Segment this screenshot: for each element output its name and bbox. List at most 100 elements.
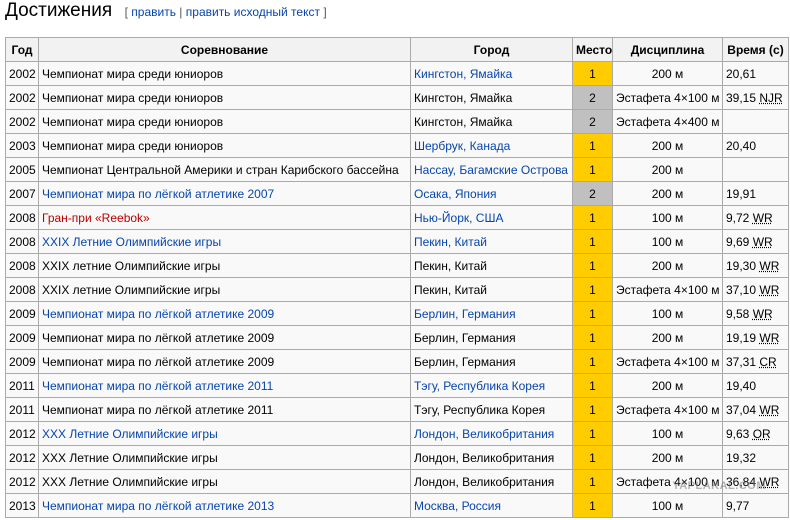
column-header: Соревнование [38,37,411,62]
record-mark: WR [759,474,780,489]
time-cell [722,157,789,182]
column-header: Город [410,37,573,62]
city-name[interactable]: Осака, Япония [414,186,497,201]
year-cell: 2003 [5,133,39,158]
event-cell: Чемпионат мира по лёгкой атлетике 2011 [38,373,411,398]
event-name[interactable]: Чемпионат мира по лёгкой атлетике 2009 [42,306,275,321]
city-name[interactable]: Нассау, Багамские Острова [414,162,568,177]
city-cell: Нью-Йорк, США [410,205,573,230]
table-row: 2005 Чемпионат Центральной Америки и стра… [5,157,789,182]
table-row: 2009 Чемпионат мира по лёгкой атлетике 20… [5,325,789,350]
table-row: 2003 Чемпионат мира среди юниоров Шербрук,… [5,133,789,158]
event-cell: Чемпионат мира среди юниоров [38,85,411,110]
table-row: 2012 XXX Летние Олимпийские игры Лондон, В… [5,421,789,446]
time-value: 20,61 [726,66,757,81]
time-value: 19,91 [726,186,757,201]
discipline-cell: 100 м [612,229,723,254]
event-name[interactable]: Гран-при «Reebok» [42,210,150,225]
year-cell: 2008 [5,277,39,302]
edit-source-link[interactable]: править исходный текст [185,5,320,19]
place-cell: 1 [572,445,613,470]
time-value: 39,15 [726,90,757,105]
city-name[interactable]: Нью-Йорк, США [414,210,504,225]
city-name[interactable]: Шербрук, Канада [414,138,511,153]
year-cell: 2011 [5,397,39,422]
watermark: YAPLAKAL.COM [672,480,766,492]
record-mark: WR [759,330,780,345]
city-name[interactable]: Берлин, Германия [414,306,516,321]
table-row: 2011 Чемпионат мира по лёгкой атлетике 20… [5,373,789,398]
record-mark: OR [752,426,771,441]
city-name[interactable]: Тэгу, Республика Корея [414,378,546,393]
time-cell: 9,63 OR [722,421,789,446]
section-title: Достижения [5,0,113,21]
place-cell: 1 [572,349,613,374]
year-cell: 2009 [5,301,39,326]
discipline-cell: 100 м [612,301,723,326]
edit-links: [ править | править исходный текст ] [125,5,327,19]
city-name[interactable]: Лондон, Великобритания [414,426,555,441]
place-cell: 1 [572,397,613,422]
city-cell: Пекин, Китай [410,277,573,302]
year-cell: 2002 [5,85,39,110]
year-cell: 2011 [5,373,39,398]
place-cell: 1 [572,229,613,254]
event-name[interactable]: Чемпионат мира по лёгкой атлетике 2007 [42,186,275,201]
year-cell: 2002 [5,61,39,86]
time-value: 9,58 [726,306,750,321]
discipline-cell: 100 м [612,493,723,518]
edit-link[interactable]: править [131,5,176,19]
event-name[interactable]: XXIX Летние Олимпийские игры [42,234,222,249]
event-name: Чемпионат мира среди юниоров [42,90,224,105]
time-cell: 37,10 WR [722,277,789,302]
year-cell: 2008 [5,253,39,278]
event-name[interactable]: XXX Летние Олимпийские игры [42,426,218,441]
time-value: 36,84 [726,474,757,489]
event-name: Чемпионат мира среди юниоров [42,66,224,81]
record-mark: WR [752,234,773,249]
table-row: 2013 Чемпионат мира по лёгкой атлетике 20… [5,493,789,518]
event-name: XXX Летние Олимпийские игры [42,450,218,465]
record-mark: NJR [759,90,783,105]
event-cell: Чемпионат мира среди юниоров [38,109,411,134]
event-cell: XXX Летние Олимпийские игры [38,445,411,470]
time-value: 19,30 [726,258,757,273]
city-name[interactable]: Кингстон, Ямайка [414,66,513,81]
results-table: Год Соревнование Город Место Дисциплина Время… [5,37,789,518]
year-cell: 2005 [5,157,39,182]
event-cell: XXIX летние Олимпийские игры [38,253,411,278]
table-row: 2011 Чемпионат мира по лёгкой атлетике 20… [5,397,789,422]
table-row: 2007 Чемпионат мира по лёгкой атлетике 20… [5,181,789,206]
event-name: XXIX летние Олимпийские игры [42,282,221,297]
discipline-cell: Эстафета 4×100 м [612,85,723,110]
record-mark: WR [759,258,780,273]
header-row: Год Соревнование Город Место Дисциплина Время… [5,37,789,62]
time-value: 9,63 [726,426,750,441]
city-name[interactable]: Москва, Россия [414,498,501,513]
table-row: 2002 Чемпионат мира среди юниоров Кингстон… [5,85,789,110]
city-cell: Нассау, Багамские Острова [410,157,573,182]
time-cell: 9,69 WR [722,229,789,254]
time-value: 20,40 [726,138,757,153]
time-value: 19,32 [726,450,757,465]
city-name: Берлин, Германия [414,330,516,345]
discipline-cell: 200 м [612,253,723,278]
table-row: 2009 Чемпионат мира по лёгкой атлетике 20… [5,349,789,374]
event-cell: Гран-при «Reebok» [38,205,411,230]
event-name[interactable]: Чемпионат мира по лёгкой атлетике 2011 [42,378,274,393]
time-cell: 19,91 [722,181,789,206]
city-cell: Осака, Япония [410,181,573,206]
city-cell: Берлин, Германия [410,325,573,350]
time-value: 37,31 [726,354,757,369]
year-cell: 2012 [5,469,39,494]
place-cell: 2 [572,109,613,134]
event-cell: XXIX летние Олимпийские игры [38,277,411,302]
place-cell: 1 [572,373,613,398]
table-row: 2012 XXX Летние Олимпийские игры Лондон, В… [5,469,789,494]
event-name[interactable]: Чемпионат мира по лёгкой атлетике 2013 [42,498,275,513]
city-name[interactable]: Пекин, Китай [414,234,487,249]
discipline-cell: Эстафета 4×100 м [612,277,723,302]
event-name: XXX Летние Олимпийские игры [42,474,218,489]
table-row: 2008 XXIX летние Олимпийские игры Пекин, К… [5,253,789,278]
year-cell: 2012 [5,421,39,446]
